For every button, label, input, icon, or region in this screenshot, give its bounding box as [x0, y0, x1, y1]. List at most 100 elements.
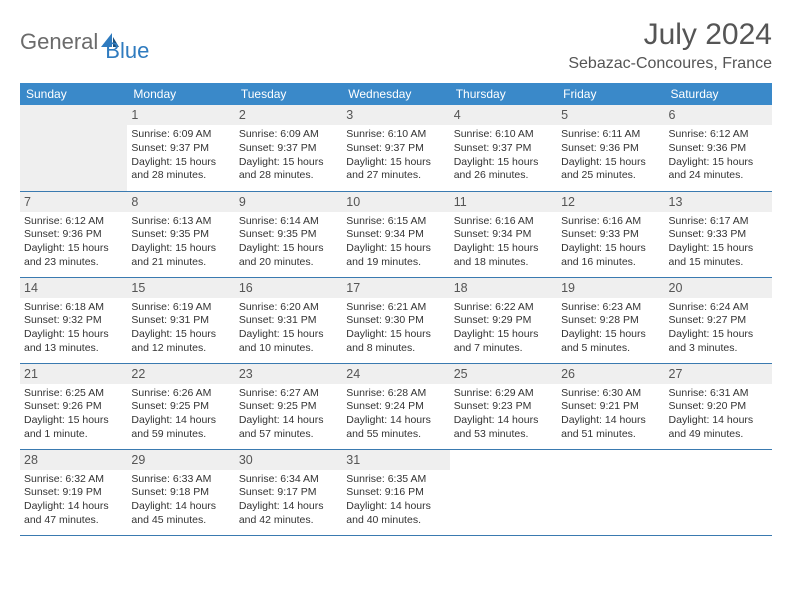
day-number: 28: [20, 450, 127, 470]
sunset-text: Sunset: 9:25 PM: [239, 400, 338, 414]
daylight-text: Daylight: 15 hours: [454, 156, 553, 170]
daylight-text: and 27 minutes.: [346, 169, 445, 183]
day-number: 30: [235, 450, 342, 470]
brand-part2: Blue: [105, 38, 149, 64]
sunrise-text: Sunrise: 6:34 AM: [239, 473, 338, 487]
calendar-cell: 31Sunrise: 6:35 AMSunset: 9:16 PMDayligh…: [342, 449, 449, 535]
day-number: 22: [127, 364, 234, 384]
day-number: 21: [20, 364, 127, 384]
calendar-cell: 9Sunrise: 6:14 AMSunset: 9:35 PMDaylight…: [235, 191, 342, 277]
day-header: Saturday: [665, 83, 772, 105]
sunset-text: Sunset: 9:30 PM: [346, 314, 445, 328]
day-number: 11: [450, 192, 557, 212]
calendar-week-row: 14Sunrise: 6:18 AMSunset: 9:32 PMDayligh…: [20, 277, 772, 363]
calendar-cell: 20Sunrise: 6:24 AMSunset: 9:27 PMDayligh…: [665, 277, 772, 363]
daylight-text: and 26 minutes.: [454, 169, 553, 183]
sunset-text: Sunset: 9:35 PM: [131, 228, 230, 242]
sunrise-text: Sunrise: 6:10 AM: [346, 128, 445, 142]
day-number: 4: [450, 105, 557, 125]
daylight-text: Daylight: 14 hours: [346, 500, 445, 514]
day-number: 5: [557, 105, 664, 125]
calendar-cell: 11Sunrise: 6:16 AMSunset: 9:34 PMDayligh…: [450, 191, 557, 277]
daylight-text: and 12 minutes.: [131, 342, 230, 356]
sunrise-text: Sunrise: 6:33 AM: [131, 473, 230, 487]
daylight-text: Daylight: 15 hours: [24, 414, 123, 428]
daylight-text: Daylight: 15 hours: [561, 328, 660, 342]
day-number: 20: [665, 278, 772, 298]
sunset-text: Sunset: 9:37 PM: [454, 142, 553, 156]
daylight-text: and 8 minutes.: [346, 342, 445, 356]
day-number: 3: [342, 105, 449, 125]
calendar-cell: 25Sunrise: 6:29 AMSunset: 9:23 PMDayligh…: [450, 363, 557, 449]
sunset-text: Sunset: 9:17 PM: [239, 486, 338, 500]
day-number: 8: [127, 192, 234, 212]
calendar-cell: 29Sunrise: 6:33 AMSunset: 9:18 PMDayligh…: [127, 449, 234, 535]
sunset-text: Sunset: 9:36 PM: [561, 142, 660, 156]
daylight-text: and 18 minutes.: [454, 256, 553, 270]
daylight-text: and 20 minutes.: [239, 256, 338, 270]
daylight-text: and 53 minutes.: [454, 428, 553, 442]
daylight-text: and 3 minutes.: [669, 342, 768, 356]
calendar-cell: 4Sunrise: 6:10 AMSunset: 9:37 PMDaylight…: [450, 105, 557, 191]
daylight-text: Daylight: 14 hours: [131, 414, 230, 428]
sunrise-text: Sunrise: 6:29 AM: [454, 387, 553, 401]
daylight-text: Daylight: 15 hours: [239, 328, 338, 342]
sunrise-text: Sunrise: 6:19 AM: [131, 301, 230, 315]
sunset-text: Sunset: 9:37 PM: [131, 142, 230, 156]
daylight-text: and 42 minutes.: [239, 514, 338, 528]
sunrise-text: Sunrise: 6:26 AM: [131, 387, 230, 401]
daylight-text: Daylight: 15 hours: [346, 156, 445, 170]
daylight-text: Daylight: 15 hours: [669, 242, 768, 256]
daylight-text: Daylight: 15 hours: [239, 242, 338, 256]
calendar-cell: 15Sunrise: 6:19 AMSunset: 9:31 PMDayligh…: [127, 277, 234, 363]
daylight-text: and 59 minutes.: [131, 428, 230, 442]
day-number: 10: [342, 192, 449, 212]
day-number: 17: [342, 278, 449, 298]
sunset-text: Sunset: 9:37 PM: [239, 142, 338, 156]
sunset-text: Sunset: 9:37 PM: [346, 142, 445, 156]
calendar-cell: 26Sunrise: 6:30 AMSunset: 9:21 PMDayligh…: [557, 363, 664, 449]
title-block: July 2024 Sebazac-Concoures, France: [568, 18, 772, 73]
sunrise-text: Sunrise: 6:24 AM: [669, 301, 768, 315]
daylight-text: and 47 minutes.: [24, 514, 123, 528]
sunrise-text: Sunrise: 6:14 AM: [239, 215, 338, 229]
sunset-text: Sunset: 9:32 PM: [24, 314, 123, 328]
sunset-text: Sunset: 9:27 PM: [669, 314, 768, 328]
daylight-text: and 25 minutes.: [561, 169, 660, 183]
day-number: 2: [235, 105, 342, 125]
sunset-text: Sunset: 9:29 PM: [454, 314, 553, 328]
sunset-text: Sunset: 9:33 PM: [669, 228, 768, 242]
daylight-text: and 24 minutes.: [669, 169, 768, 183]
calendar-cell: 17Sunrise: 6:21 AMSunset: 9:30 PMDayligh…: [342, 277, 449, 363]
day-number: 24: [342, 364, 449, 384]
daylight-text: and 15 minutes.: [669, 256, 768, 270]
day-header: Friday: [557, 83, 664, 105]
day-header: Monday: [127, 83, 234, 105]
sunrise-text: Sunrise: 6:27 AM: [239, 387, 338, 401]
sunset-text: Sunset: 9:24 PM: [346, 400, 445, 414]
sunset-text: Sunset: 9:16 PM: [346, 486, 445, 500]
sunset-text: Sunset: 9:31 PM: [131, 314, 230, 328]
daylight-text: Daylight: 14 hours: [131, 500, 230, 514]
calendar-week-row: 28Sunrise: 6:32 AMSunset: 9:19 PMDayligh…: [20, 449, 772, 535]
day-number: 31: [342, 450, 449, 470]
daylight-text: Daylight: 15 hours: [561, 242, 660, 256]
calendar-cell: [557, 449, 664, 535]
sunrise-text: Sunrise: 6:32 AM: [24, 473, 123, 487]
daylight-text: and 19 minutes.: [346, 256, 445, 270]
sunrise-text: Sunrise: 6:25 AM: [24, 387, 123, 401]
daylight-text: Daylight: 15 hours: [131, 328, 230, 342]
daylight-text: Daylight: 15 hours: [24, 242, 123, 256]
daylight-text: Daylight: 15 hours: [346, 242, 445, 256]
sunset-text: Sunset: 9:21 PM: [561, 400, 660, 414]
sunrise-text: Sunrise: 6:28 AM: [346, 387, 445, 401]
sunset-text: Sunset: 9:36 PM: [669, 142, 768, 156]
calendar-cell: 8Sunrise: 6:13 AMSunset: 9:35 PMDaylight…: [127, 191, 234, 277]
day-header: Thursday: [450, 83, 557, 105]
daylight-text: Daylight: 15 hours: [239, 156, 338, 170]
sunrise-text: Sunrise: 6:09 AM: [131, 128, 230, 142]
daylight-text: Daylight: 15 hours: [561, 156, 660, 170]
calendar-cell: 10Sunrise: 6:15 AMSunset: 9:34 PMDayligh…: [342, 191, 449, 277]
location-text: Sebazac-Concoures, France: [568, 55, 772, 73]
daylight-text: and 55 minutes.: [346, 428, 445, 442]
